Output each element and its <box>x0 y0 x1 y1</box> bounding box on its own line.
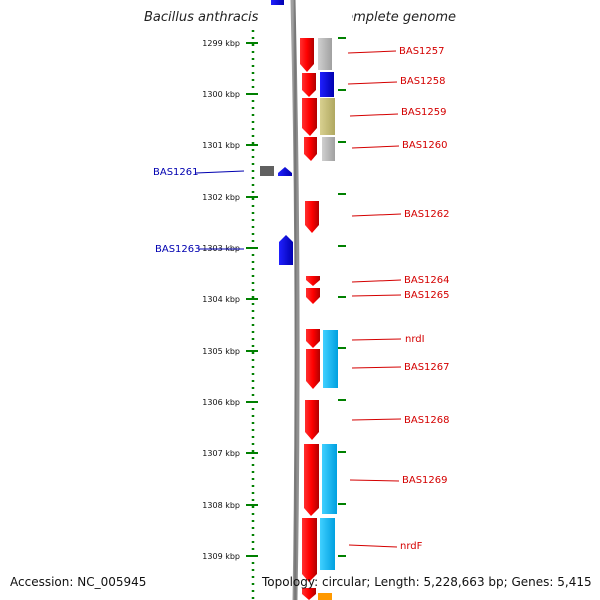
gene-arrow-BAS1267[interactable] <box>306 349 320 389</box>
gene-label[interactable]: BAS1264 <box>404 275 450 286</box>
gene-arrow-BAS1269[interactable] <box>304 444 319 516</box>
gene-arrow-BAS1259[interactable] <box>302 98 317 136</box>
ruler-tick: 1302 kbp <box>202 193 258 202</box>
gene-arrow-nrdI[interactable] <box>306 329 320 348</box>
gene-label[interactable]: BAS1262 <box>404 209 450 220</box>
gene-label[interactable]: BAS1263 <box>155 244 201 255</box>
ruler-tick: 1304 kbp <box>202 295 258 304</box>
ruler-tick-label: 1304 kbp <box>202 295 240 304</box>
gene-arrow-BAS1258[interactable] <box>302 73 316 97</box>
ruler-tick: 1306 kbp <box>202 398 258 407</box>
ruler-tick-label: 1307 kbp <box>202 449 240 458</box>
gene-arrow-BAS1257[interactable] <box>300 38 314 72</box>
gene-label[interactable]: BAS1257 <box>399 46 445 57</box>
ruler-minor-ticks <box>338 37 346 557</box>
gene-label[interactable]: nrdI <box>405 334 425 345</box>
gene-arrow-BAS1264[interactable] <box>306 276 320 286</box>
gene-arrow-nrdF[interactable] <box>302 518 317 582</box>
gene-label[interactable]: BAS1260 <box>402 140 448 151</box>
cog-block-BAS1269[interactable] <box>322 444 337 514</box>
ruler-tick-label: 1301 kbp <box>202 141 240 150</box>
ruler-tick-label: 1306 kbp <box>202 398 240 407</box>
accession-text: Accession: NC_005945 <box>10 575 147 589</box>
gene-arrow-BAS1268[interactable] <box>305 400 319 440</box>
ruler-tick: 1299 kbp <box>202 39 258 48</box>
reverse-genes <box>260 166 293 265</box>
ruler-tick: 1309 kbp <box>202 552 258 561</box>
ruler-tick: 1307 kbp <box>202 449 258 458</box>
ruler-tick: 1301 kbp <box>202 141 258 150</box>
ruler-tick: 1305 kbp <box>202 347 258 356</box>
gene-label[interactable]: BAS1269 <box>402 475 448 486</box>
cog-block-nrdI[interactable] <box>323 330 338 388</box>
ruler-tick-label: 1300 kbp <box>202 90 240 99</box>
ruler-tick: 1308 kbp <box>202 501 258 510</box>
gene-label[interactable]: BAS1259 <box>401 107 447 118</box>
gene-labels-right: BAS1257 BAS1258 BAS1259 BAS1260 BAS1262 … <box>347 46 450 552</box>
gene-label[interactable]: BAS1258 <box>400 76 446 87</box>
forward-genes <box>300 38 320 600</box>
genome-backbone <box>290 0 300 600</box>
ruler-tick-label: 1302 kbp <box>202 193 240 202</box>
ruler-tick: 1300 kbp <box>202 90 258 99</box>
genome-stats-text: Topology: circular; Length: 5,228,663 bp… <box>262 575 592 589</box>
cog-block-BAS1259[interactable] <box>320 98 335 135</box>
cog-block-BAS1260[interactable] <box>322 137 335 161</box>
cog-block-nrdF[interactable] <box>320 518 335 570</box>
gene-label[interactable]: nrdF <box>400 541 423 552</box>
ruler-tick-label: 1309 kbp <box>202 552 240 561</box>
gene-block-BAS1261-cog[interactable] <box>260 166 274 176</box>
gene-label[interactable]: BAS1265 <box>404 290 450 301</box>
cog-block-BAS1257[interactable] <box>318 38 332 70</box>
gene-label[interactable]: BAS1267 <box>404 362 450 373</box>
ruler-tick-label: 1308 kbp <box>202 501 240 510</box>
clipped-reverse-gene[interactable] <box>271 0 284 5</box>
gene-labels-left: BAS1261 BAS1263 <box>153 167 245 255</box>
gene-arrow-BAS1263[interactable] <box>279 235 293 265</box>
cog-block-BAS1258[interactable] <box>320 72 334 97</box>
cog-track <box>318 38 338 600</box>
gene-arrow-BAS1261[interactable] <box>278 167 292 176</box>
gene-arrow-BAS1260[interactable] <box>304 137 317 161</box>
gene-label[interactable]: BAS1268 <box>404 415 450 426</box>
gene-arrow-BAS1265[interactable] <box>306 288 320 304</box>
gene-label[interactable]: BAS1261 <box>153 167 199 178</box>
cog-block-clipped[interactable] <box>318 593 332 600</box>
ruler-tick-label: 1305 kbp <box>202 347 240 356</box>
kbp-ruler: 1299 kbp 1300 kbp 1301 kbp 1302 kbp 1303… <box>202 39 258 561</box>
ruler-tick-label: 1299 kbp <box>202 39 240 48</box>
gene-arrow-clipped[interactable] <box>302 588 316 600</box>
gene-arrow-BAS1262[interactable] <box>305 201 319 233</box>
